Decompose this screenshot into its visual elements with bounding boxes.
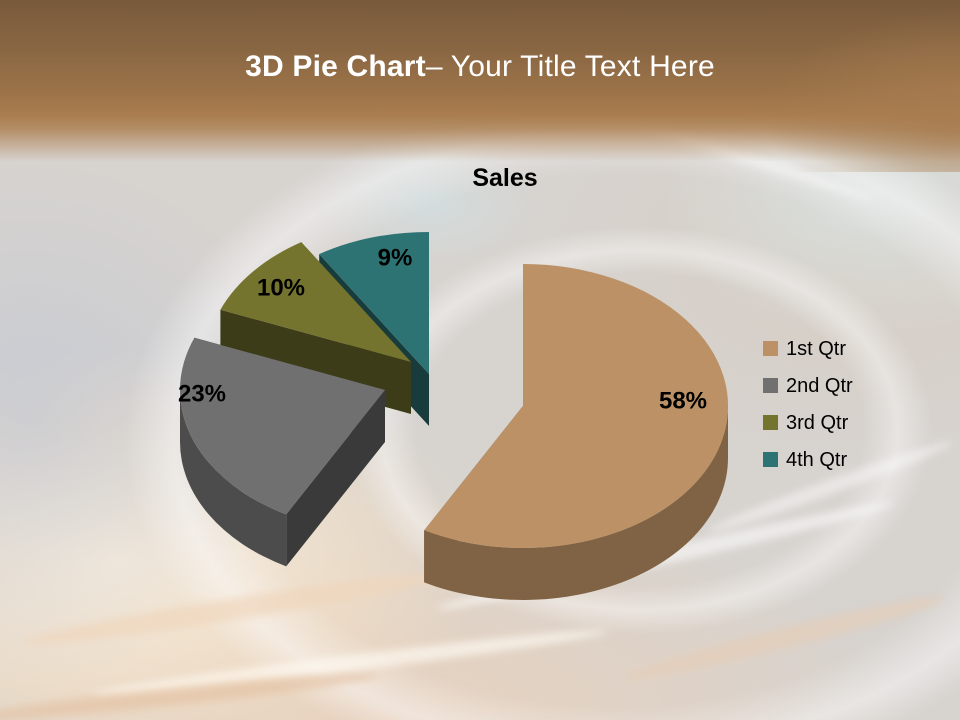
pie-slice-side: [424, 406, 728, 600]
legend-label: 2nd Qtr: [786, 374, 853, 397]
pie-slice-top: [424, 264, 729, 548]
pie-slice-side: [180, 390, 287, 567]
slide-title-regular: – Your Title Text Here: [425, 50, 715, 83]
legend-label: 3rd Qtr: [786, 411, 849, 434]
title-bar: 3D Pie Chart– Your Title Text Here: [0, 0, 960, 172]
legend-swatch: [763, 415, 778, 430]
data-label: 10%: [257, 275, 305, 302]
slide-title: 3D Pie Chart– Your Title Text Here: [0, 0, 960, 83]
legend-item: 1st Qtr: [763, 336, 853, 361]
legend-swatch: [763, 341, 778, 356]
pie-slice-top: [319, 232, 429, 374]
pie-slice-top: [220, 242, 411, 362]
legend-item: 3rd Qtr: [763, 410, 853, 435]
legend-swatch: [763, 452, 778, 467]
legend-label: 1st Qtr: [786, 337, 847, 360]
legend-swatch: [763, 378, 778, 393]
chart-legend: 1st Qtr 2nd Qtr 3rd Qtr 4th Qtr: [763, 336, 853, 484]
pie-slice-top: [180, 337, 385, 515]
legend-label: 4th Qtr: [786, 448, 848, 471]
data-label: 23%: [178, 381, 226, 408]
pie-slice-1st-qtr: [424, 264, 729, 600]
chart-title: Sales: [472, 164, 538, 192]
legend-item: 2nd Qtr: [763, 373, 853, 398]
slide-title-bold: 3D Pie Chart: [245, 50, 426, 83]
pie-slice-2nd-qtr: [180, 337, 385, 567]
data-label: 58%: [659, 388, 707, 415]
data-label: 9%: [378, 245, 413, 272]
legend-item: 4th Qtr: [763, 447, 853, 472]
